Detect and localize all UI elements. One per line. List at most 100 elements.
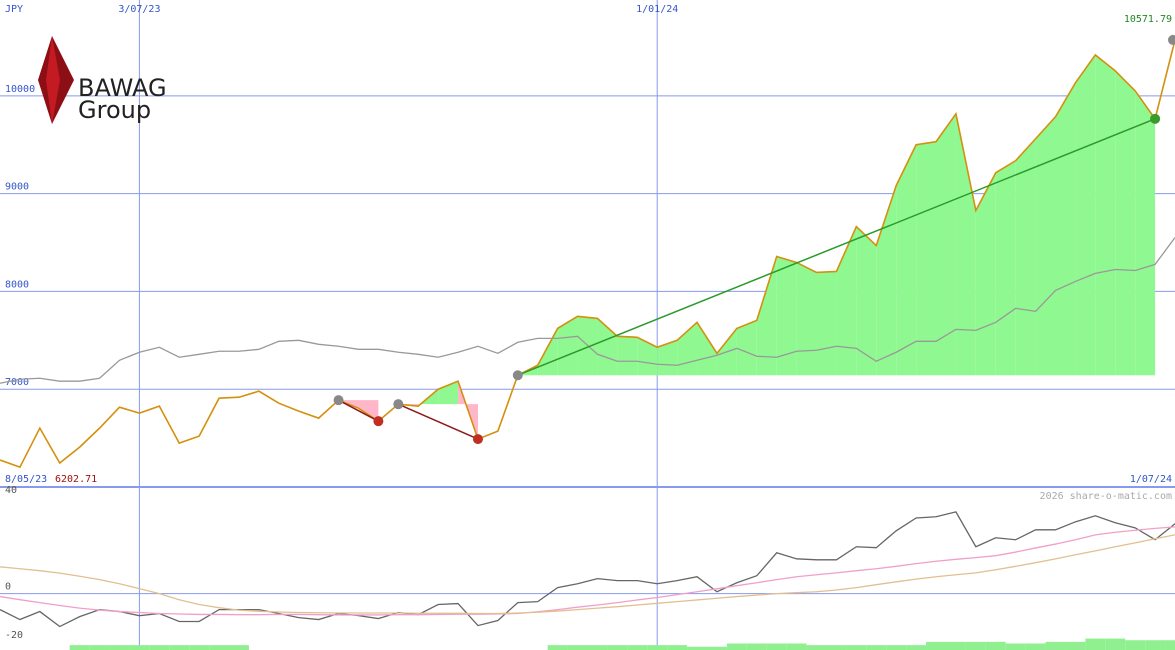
y-tick-label: 0 — [5, 582, 11, 593]
volume-bar — [1125, 640, 1146, 650]
signal-area — [1135, 90, 1156, 376]
volume-bar — [129, 645, 150, 650]
y-tick-label: 8000 — [5, 279, 29, 290]
signal-area — [1075, 54, 1096, 376]
volume-bar — [1085, 638, 1106, 650]
signal-area — [1095, 54, 1116, 376]
trend-line — [338, 399, 379, 422]
signal-area — [916, 141, 937, 376]
volume-bar — [846, 645, 867, 650]
signal-area — [557, 316, 578, 376]
volume-bar — [886, 645, 907, 650]
signal-area — [936, 113, 956, 376]
signal-area — [1115, 70, 1136, 376]
signal-area — [697, 322, 717, 376]
watermark: 2026 share-o-matic.com — [1040, 491, 1172, 502]
volume-bar — [607, 645, 628, 650]
volume-bar — [766, 643, 787, 650]
signal-area — [1035, 116, 1056, 376]
volume-bar — [667, 645, 688, 650]
signal-area — [975, 172, 996, 376]
signal-area — [657, 340, 678, 376]
signal-area — [617, 336, 638, 376]
signal-start — [333, 395, 344, 406]
volume-bar — [627, 645, 648, 650]
y-tick-label: -20 — [5, 630, 23, 641]
signal-area — [358, 400, 379, 422]
volume-bar — [706, 646, 727, 650]
volume-bar — [866, 645, 887, 650]
signal-start — [512, 370, 523, 381]
trend-line — [517, 118, 1156, 376]
series-line — [0, 39, 1175, 469]
last-value-label: 10571.79 — [1124, 14, 1172, 25]
volume-bar — [1045, 641, 1066, 650]
signal-area — [816, 271, 837, 376]
volume-bar — [1105, 638, 1126, 650]
x-tick-label: 3/07/23 — [118, 4, 160, 15]
logo-mark-highlight — [46, 36, 60, 124]
volume-bar — [547, 645, 568, 650]
volume-bar — [209, 645, 230, 650]
logo: BAWAG Group — [38, 36, 167, 124]
series-line — [0, 511, 1175, 628]
signal-area — [776, 256, 797, 376]
signal-area — [637, 337, 658, 376]
volume-bar — [985, 641, 1006, 650]
volume-bar — [826, 645, 847, 650]
period-end: 1/07/24 — [1130, 474, 1172, 485]
signal-end — [1150, 113, 1161, 124]
volume-bar — [906, 645, 927, 650]
signal-area — [856, 226, 877, 376]
period-start: 8/05/23 — [5, 474, 47, 485]
y-tick-label: 10000 — [5, 84, 35, 95]
signal-area — [796, 262, 817, 376]
logo-line2: Group — [78, 96, 151, 124]
y-tick-label: 9000 — [5, 182, 29, 193]
signal-area — [537, 328, 558, 376]
volume-bar — [945, 641, 966, 650]
signal-start — [393, 399, 404, 410]
last-point — [1168, 34, 1175, 45]
signal-area — [756, 256, 777, 376]
volume-bar — [1025, 643, 1046, 650]
volume-bar — [1145, 640, 1166, 650]
y-tick-label: 7000 — [5, 377, 29, 388]
volume-bar — [726, 643, 747, 650]
signal-end — [373, 416, 384, 427]
volume-bar — [965, 641, 986, 650]
volume-bar — [926, 641, 946, 650]
volume-bar — [587, 645, 608, 650]
signal-area — [1015, 138, 1036, 376]
y-tick-label: 40 — [5, 485, 17, 496]
signal-area — [896, 144, 917, 376]
volume-bar — [647, 645, 668, 650]
logo-line1: BAWAG — [78, 74, 167, 102]
volume-bar — [189, 645, 210, 650]
volume-bar — [69, 645, 90, 650]
volume-bar — [746, 643, 767, 650]
x-tick-label: 1/01/24 — [636, 4, 678, 15]
signal-area — [438, 381, 459, 405]
volume-bar — [169, 645, 190, 650]
volume-bar — [1165, 640, 1175, 650]
signal-area — [955, 113, 976, 376]
series-line — [0, 534, 1175, 615]
signal-area — [836, 226, 857, 376]
signal-area — [736, 320, 757, 376]
signal-area — [1055, 82, 1076, 376]
signal-end — [472, 434, 483, 445]
signal-area — [995, 160, 1016, 376]
volume-bar — [109, 645, 130, 650]
volume-bar — [687, 646, 707, 650]
volume-bar — [229, 645, 249, 650]
volume-bar — [786, 643, 807, 650]
volume-bar — [149, 645, 170, 650]
series-line — [0, 237, 1175, 384]
volume-bar — [89, 645, 110, 650]
volume-bar — [567, 645, 588, 650]
volume-bar — [806, 645, 827, 650]
min-value-label: 6202.71 — [55, 474, 97, 485]
y-unit: JPY — [5, 4, 23, 15]
